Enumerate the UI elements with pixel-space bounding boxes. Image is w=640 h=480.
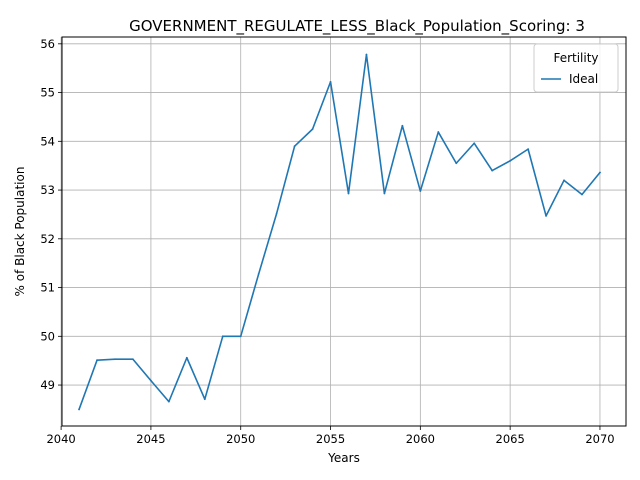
data-point xyxy=(599,171,601,174)
legend-title: Fertility xyxy=(553,51,598,65)
x-tick-label: 2040 xyxy=(46,432,75,446)
x-axis-label: Years xyxy=(327,451,360,465)
data-point xyxy=(114,358,116,361)
y-axis-label: % of Black Population xyxy=(13,167,27,297)
data-point xyxy=(167,400,170,403)
x-tick-label: 2045 xyxy=(136,432,165,446)
y-tick-label: 51 xyxy=(40,281,55,295)
data-point xyxy=(347,192,350,195)
y-tick-label: 52 xyxy=(40,232,55,246)
x-tick-label: 2055 xyxy=(316,432,345,446)
data-point xyxy=(311,128,314,131)
data-point xyxy=(150,379,152,382)
x-tick-label: 2070 xyxy=(585,432,614,446)
y-tick-label: 55 xyxy=(40,86,55,100)
legend-label-ideal: Ideal xyxy=(569,72,598,86)
legend: Fertility Ideal xyxy=(533,43,619,93)
y-tick-label: 56 xyxy=(40,37,55,51)
x-axis: 2040 2045 2050 2055 2060 2065 2070 xyxy=(46,426,615,446)
data-point xyxy=(365,53,368,56)
x-tick-label: 2060 xyxy=(406,432,435,446)
data-point xyxy=(419,190,422,192)
data-point xyxy=(455,162,458,165)
data-point xyxy=(329,80,332,83)
y-tick-label: 54 xyxy=(40,134,55,148)
data-point xyxy=(275,212,278,215)
data-point xyxy=(293,145,296,148)
data-point xyxy=(257,273,260,275)
legend-box xyxy=(533,43,619,93)
data-point xyxy=(581,193,583,196)
data-point xyxy=(491,169,494,172)
data-point xyxy=(96,359,98,362)
plot-frame xyxy=(61,36,627,427)
data-point xyxy=(221,335,224,338)
data-point xyxy=(383,192,386,195)
data-point xyxy=(545,215,547,217)
y-tick-label: 49 xyxy=(40,378,55,392)
series-layer xyxy=(78,53,601,411)
series-line-ideal xyxy=(78,53,601,411)
grid xyxy=(60,37,626,426)
data-point xyxy=(401,124,404,127)
data-point xyxy=(437,131,440,133)
x-tick-label: 2050 xyxy=(226,432,255,446)
y-tick-label: 53 xyxy=(40,183,55,197)
data-point xyxy=(132,358,134,361)
y-tick-label: 50 xyxy=(40,329,55,343)
data-point xyxy=(185,356,188,359)
y-axis: 49 50 51 52 53 54 55 56 xyxy=(40,37,62,392)
data-point xyxy=(509,159,512,162)
data-point xyxy=(527,148,530,151)
x-tick-label: 2065 xyxy=(496,432,525,446)
chart-title: GOVERNMENT_REGULATE_LESS_Black_Populatio… xyxy=(129,17,585,36)
data-point xyxy=(203,398,206,401)
data-point xyxy=(78,408,80,411)
data-point xyxy=(563,179,565,182)
data-point xyxy=(239,335,242,338)
data-point xyxy=(473,142,476,145)
